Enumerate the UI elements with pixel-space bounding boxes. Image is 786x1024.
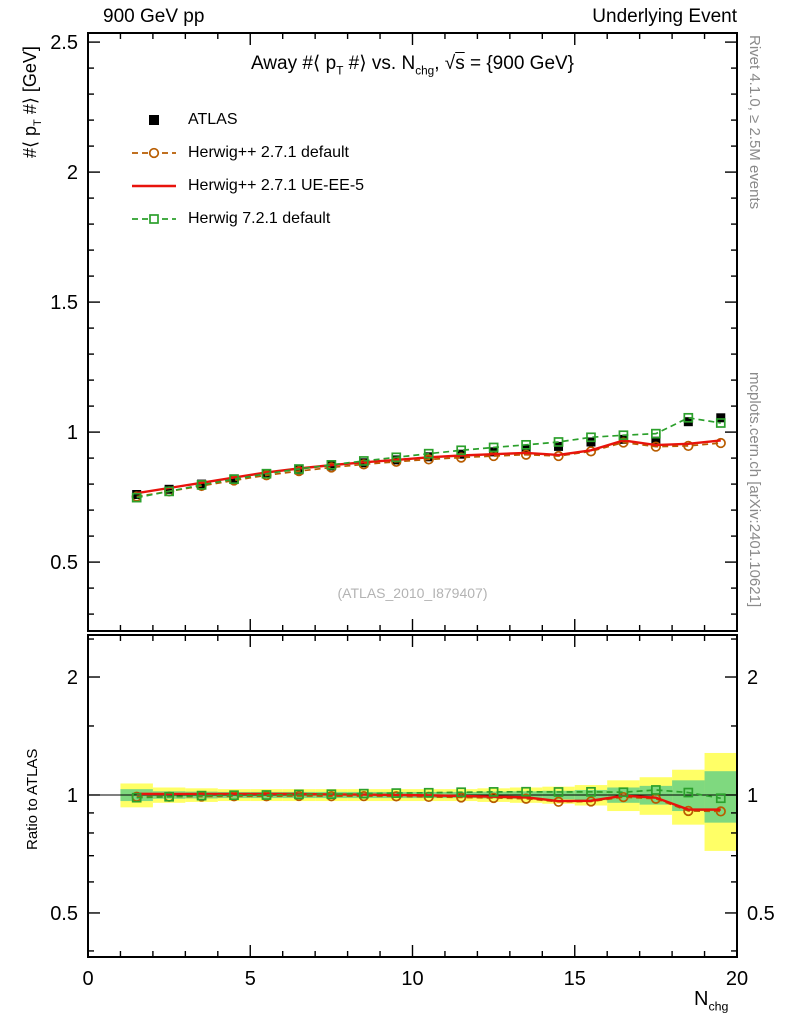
ratio-axis-label: Ratio to ATLAS	[24, 748, 41, 850]
plot-title: Away #⟨ pT #⟩ vs. Nchg, √s = {900 GeV}	[250, 53, 575, 78]
xtick-label: 0	[82, 968, 93, 990]
legend-filled-square-icon	[149, 114, 159, 125]
ratio-herwig-7-2-1-default-line	[136, 789, 721, 800]
analysis-id-watermark: (ATLAS_2010_I879407)	[337, 585, 488, 601]
legend-label: Herwig++ 2.7.1 UE-EE-5	[188, 176, 365, 194]
legend-item: Herwig++ 2.7.1 default	[130, 136, 364, 169]
legend-label: ATLAS	[188, 110, 238, 128]
herwig-2-7-1-default-line	[136, 441, 721, 498]
ratio-ytick-label-right: 1	[747, 785, 758, 807]
legend-label: Herwig++ 2.7.1 default	[188, 143, 349, 161]
x-axis-label: Nchg	[694, 988, 729, 1014]
main-ytick-label: 0.5	[50, 552, 78, 574]
xtick-label: 5	[245, 968, 256, 990]
main-ytick-label: 2	[67, 162, 78, 184]
header-analysis-group: Underlying Event	[592, 6, 737, 27]
herwig-7-2-1-default-line	[136, 416, 721, 499]
ratio-panel-frame	[87, 634, 738, 958]
ratio-ytick-label-right: 0.5	[747, 903, 775, 925]
ratio-ytick-label-left: 2	[67, 667, 78, 689]
legend-item: ATLAS	[130, 103, 364, 136]
legend-open-square-icon	[132, 213, 176, 224]
main-ytick-label: 1	[67, 422, 78, 444]
legend-open-circle-icon	[132, 147, 176, 158]
main-ytick-label: 2.5	[50, 32, 78, 54]
header-beam-energy: 900 GeV pp	[103, 6, 205, 27]
rivet-version-note: Rivet 4.1.0, ≥ 2.5M events	[746, 35, 763, 210]
y-axis-label: #⟨ pT #⟩ [GeV]	[20, 46, 45, 158]
legend-label: Herwig 7.2.1 default	[188, 209, 331, 227]
main-ytick-label: 1.5	[50, 292, 78, 314]
xtick-label: 10	[401, 968, 423, 990]
mcplots-arxiv-note: mcplots.cern.ch [arXiv:2401.10621]	[746, 372, 763, 608]
xtick-label: 20	[726, 968, 748, 990]
ratio-ytick-label-left: 0.5	[50, 903, 78, 925]
ratio-ytick-label-left: 1	[67, 785, 78, 807]
legend-item: Herwig 7.2.1 default	[130, 202, 364, 235]
ratio-ytick-label-right: 2	[747, 667, 758, 689]
legend: ATLAS Herwig++ 2.7.1 default Herwig++ 2.7.…	[130, 103, 364, 235]
herwig-2-7-1-ue-ee-5-line	[136, 439, 721, 495]
xtick-label: 15	[564, 968, 586, 990]
main-panel-frame	[87, 32, 738, 632]
legend-line-sample	[132, 184, 176, 187]
legend-item: Herwig++ 2.7.1 UE-EE-5	[130, 169, 364, 202]
